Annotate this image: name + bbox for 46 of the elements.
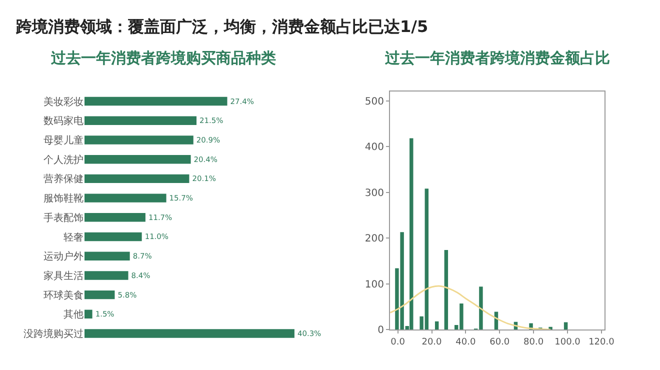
bar — [84, 290, 115, 300]
line-series — [390, 285, 552, 330]
x-tick-label: 80.0 — [524, 337, 544, 348]
y-tick-label: 400 — [364, 142, 384, 154]
y-tick-label: 个人洗护 — [44, 154, 84, 166]
bar — [84, 252, 130, 260]
y-tick-label: 手表配饰 — [44, 212, 84, 224]
y-tick-label: 服饰鞋靴 — [44, 192, 84, 205]
y-tick-label: 100 — [364, 279, 384, 290]
y-tick-label: 没跨境购买过 — [24, 328, 84, 340]
bar — [84, 96, 228, 106]
bar — [444, 250, 448, 330]
bar — [410, 138, 414, 330]
bar — [84, 194, 166, 202]
y-tick-label: 家具生活 — [44, 270, 84, 282]
bar — [84, 271, 128, 280]
bar — [84, 116, 197, 125]
y-tick-label: 母婴儿童 — [44, 134, 84, 146]
y-tick-label: 300 — [364, 188, 384, 199]
text: 跨境消费领域：覆盖面广泛，均衡，消费金额占比已达1/5 — [15, 17, 428, 36]
bar — [84, 213, 146, 222]
x-tick-label: 0.0 — [390, 337, 406, 348]
y-tick-label: 其他 — [64, 308, 84, 321]
y-tick-label: 200 — [364, 234, 384, 245]
x-tick-label: 60.0 — [490, 337, 510, 348]
y-tick-label: 数码家电 — [44, 115, 84, 128]
bar — [84, 310, 92, 319]
y-tick-label: 500 — [364, 96, 384, 108]
x-tick-label: 100.0 — [554, 337, 581, 348]
bar — [84, 154, 191, 164]
y-tick-label: 0 — [378, 325, 384, 336]
x-tick-label: 120.0 — [588, 337, 615, 348]
chart-title: 过去一年消费者跨境购买商品种类 — [50, 49, 276, 67]
bar — [84, 329, 294, 338]
bar — [84, 232, 142, 242]
y-tick-label: 运动户外 — [44, 250, 84, 263]
bar — [84, 174, 190, 184]
y-tick-label: 环球美食 — [44, 289, 84, 302]
y-tick-label: 美妆彩妆 — [44, 96, 84, 108]
y-tick-label: 轻奢 — [64, 231, 84, 244]
y-tick-label: 营养保健 — [44, 173, 84, 186]
x-tick-label: 20.0 — [422, 337, 442, 348]
chart-title: 过去一年消费者跨境消费金额占比 — [384, 49, 610, 67]
bar — [84, 136, 194, 144]
bar — [434, 321, 439, 330]
x-tick-label: 40.0 — [456, 337, 476, 348]
